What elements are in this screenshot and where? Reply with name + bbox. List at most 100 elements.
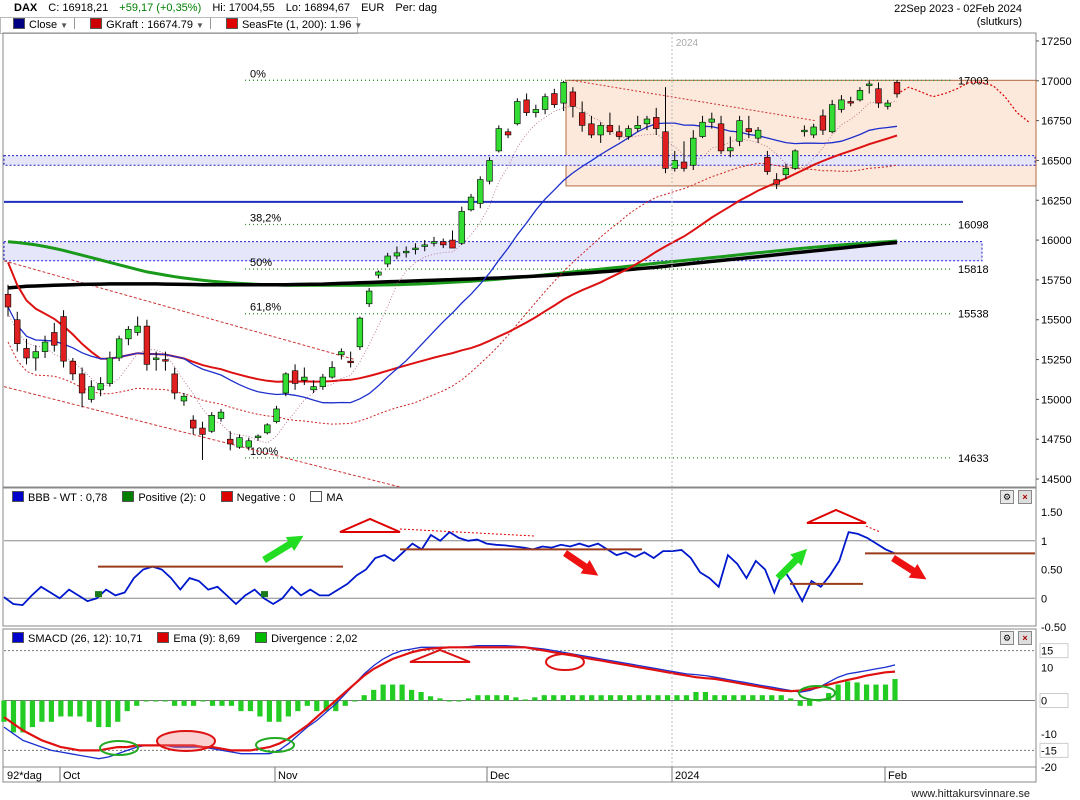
peak-triangle [409, 648, 471, 663]
candle-up [264, 424, 271, 434]
chevron-down-icon[interactable]: ▼ [60, 21, 69, 30]
ema-swatch [157, 632, 170, 643]
candle-down [14, 319, 21, 344]
candle-up [32, 351, 39, 359]
closing-note: (slutkurs) [976, 16, 1022, 28]
divergence-bar [693, 692, 699, 701]
candle-down [569, 91, 577, 107]
divergence-bar [39, 700, 45, 722]
price-tick-label: 15000 [1041, 394, 1072, 406]
chevron-down-icon[interactable]: ▼ [354, 21, 363, 30]
candle-up [365, 290, 373, 305]
divergence-bar [295, 700, 301, 712]
candle-up [41, 341, 49, 352]
divergence-swatch [255, 632, 268, 643]
month-label: Oct [63, 770, 80, 782]
divergence-bar [769, 695, 775, 701]
bbb-tick-label: -0.50 [1041, 622, 1066, 634]
close-icon[interactable]: × [1018, 490, 1032, 504]
wrench-icon[interactable]: ⚙ [1000, 490, 1014, 504]
negative-legend-label: Negative : 0 [236, 492, 296, 504]
candle-up [97, 383, 104, 391]
divergence-bar [484, 695, 491, 701]
macd-tick-label: -20 [1041, 762, 1057, 774]
month-label: Feb [888, 770, 907, 782]
bbb-tick-label: 0 [1041, 593, 1047, 605]
divergence-bar [579, 695, 585, 701]
ma5-line [7, 100, 898, 444]
divergence-bar [342, 700, 348, 706]
month-label: Nov [278, 770, 298, 782]
cross-ellipse [156, 730, 216, 752]
candle-up [328, 367, 336, 378]
divergence-bar [209, 700, 216, 706]
close-icon[interactable]: × [1018, 631, 1032, 645]
legend-separator [74, 18, 76, 29]
up-arrow [262, 538, 297, 563]
chevron-down-icon[interactable]: ▼ [195, 21, 204, 30]
divergence-bar [664, 695, 671, 701]
price-tick-label: 17000 [1041, 76, 1072, 88]
divergence-bar [522, 699, 528, 701]
candle-down [78, 373, 86, 394]
divergence-bar [636, 695, 642, 701]
divergence-bar [323, 700, 329, 712]
candle-up [208, 415, 215, 432]
down-arrow-head [580, 560, 599, 576]
wrench-icon[interactable]: ⚙ [1000, 631, 1014, 645]
candle-up [560, 82, 567, 104]
divergence-bar [162, 700, 168, 702]
candle-up [301, 376, 308, 381]
candle-up [671, 160, 678, 169]
macd-level-box [1039, 693, 1069, 709]
candle-down [190, 419, 197, 429]
divergence-bar [712, 695, 718, 701]
candle-down [60, 316, 67, 362]
candle-up [282, 373, 289, 394]
support-band [3, 155, 1036, 166]
high-value: Hi: 17004,55 [212, 2, 275, 14]
divergence-bar [371, 689, 377, 701]
divergence-bar [219, 700, 225, 706]
divergence-bar [134, 700, 140, 706]
bbb-tick-label: 1.50 [1041, 507, 1062, 519]
divergence-bar [589, 695, 595, 701]
candle-up [782, 168, 790, 176]
candle-up [810, 126, 817, 136]
macd-tick-label: 10 [1041, 662, 1053, 674]
candle-up [403, 250, 410, 254]
macd-level-box [1039, 643, 1069, 659]
candle-down [680, 161, 688, 169]
divergence-line [399, 528, 536, 537]
candle-up [866, 83, 873, 86]
fib-percent-label: 38,2% [250, 212, 281, 224]
candle-up [884, 102, 891, 107]
currency-label: EUR [361, 2, 385, 14]
divergence-bar [826, 693, 832, 701]
candle-down [819, 115, 827, 131]
bbb-wt-line [3, 530, 896, 607]
cross-ellipse [99, 740, 139, 756]
candle-down [143, 325, 151, 365]
ma200-line [7, 240, 898, 290]
footer-url[interactable]: www.hittakursvinnare.se [911, 788, 1030, 800]
divergence-bar [29, 700, 36, 728]
macd-level-box [1039, 742, 1069, 758]
peak-triangle [339, 517, 401, 533]
candle-down [588, 123, 595, 136]
price-tick-label: 16250 [1041, 195, 1072, 207]
divergence-bar [759, 695, 765, 701]
price-tick-label: 14500 [1041, 474, 1072, 486]
candle-up [273, 408, 280, 422]
ma100-line [7, 239, 898, 287]
fib-percent-label: 50% [250, 257, 272, 269]
candle-up [838, 99, 845, 110]
candle-up [356, 317, 364, 348]
divergence-bar [740, 695, 746, 701]
divergence-bar [845, 681, 851, 701]
divergence-bar [750, 695, 756, 701]
divergence-bar [304, 700, 310, 706]
bbb-legend: BBB - WT : 0,78 Positive (2): 0 Negative… [0, 491, 343, 506]
divergence-bar [77, 700, 83, 717]
divergence-bar [285, 700, 291, 717]
